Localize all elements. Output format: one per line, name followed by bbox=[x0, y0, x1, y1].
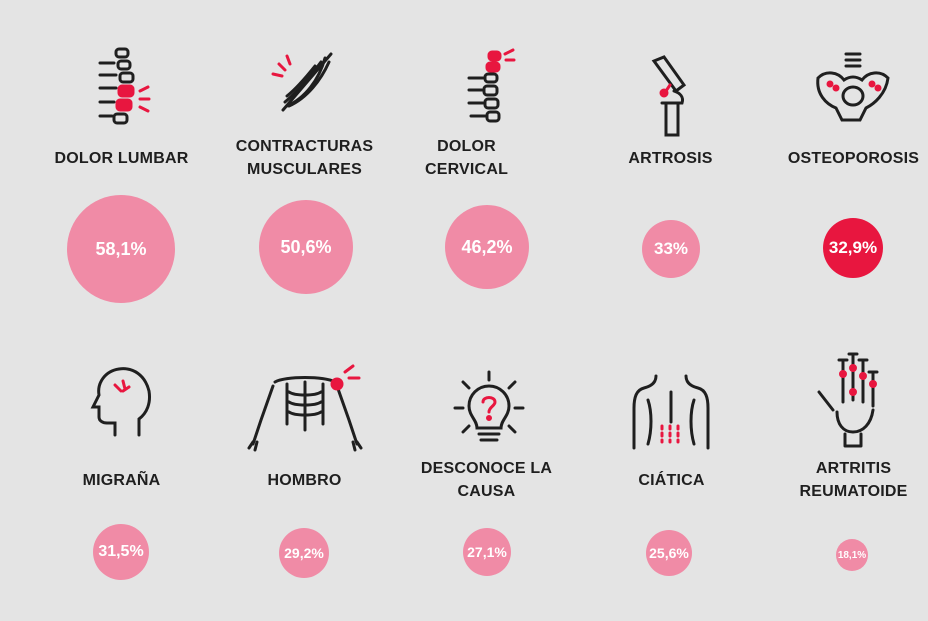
hand-arthritis-icon bbox=[813, 352, 893, 453]
item-label: HOMBRO bbox=[267, 472, 342, 489]
shoulder-skeleton-icon bbox=[245, 362, 365, 463]
percentage-bubble: 18,1% bbox=[836, 539, 868, 571]
item-label: MIGRAÑA bbox=[82, 472, 161, 489]
percentage-bubble: 33% bbox=[642, 220, 700, 278]
lightbulb-question-icon bbox=[451, 370, 527, 453]
percentage-bubble-highlight: 32,9% bbox=[823, 218, 883, 278]
item-label: CONTRACTURAS MUSCULARES bbox=[235, 138, 374, 178]
pelvis-icon bbox=[812, 50, 894, 137]
percentage-bubble: 27,1% bbox=[463, 528, 511, 576]
percentage-bubble: 25,6% bbox=[646, 530, 692, 576]
spine-cervical-icon bbox=[459, 48, 519, 135]
percentage-bubble: 31,5% bbox=[93, 524, 149, 580]
item-label: DESCONOCE LA CAUSA bbox=[420, 460, 553, 500]
item-label: DOLOR LUMBAR bbox=[54, 150, 189, 167]
percentage-bubble: 46,2% bbox=[445, 205, 529, 289]
knee-joint-icon bbox=[646, 55, 696, 146]
percentage-bubble: 50,6% bbox=[259, 200, 353, 294]
muscle-icon bbox=[269, 48, 341, 123]
item-label: DOLOR CERVICAL bbox=[424, 138, 509, 178]
back-sciatica-icon bbox=[630, 372, 712, 457]
item-label: CIÁTICA bbox=[638, 472, 705, 489]
percentage-bubble: 58,1% bbox=[67, 195, 175, 303]
item-label: ARTRITIS REUMATOIDE bbox=[799, 460, 908, 500]
spine-lumbar-icon bbox=[92, 45, 152, 140]
item-label: ARTROSIS bbox=[628, 150, 713, 167]
item-label: OSTEOPOROSIS bbox=[787, 150, 920, 167]
percentage-bubble: 29,2% bbox=[279, 528, 329, 578]
head-migraine-icon bbox=[89, 365, 155, 444]
